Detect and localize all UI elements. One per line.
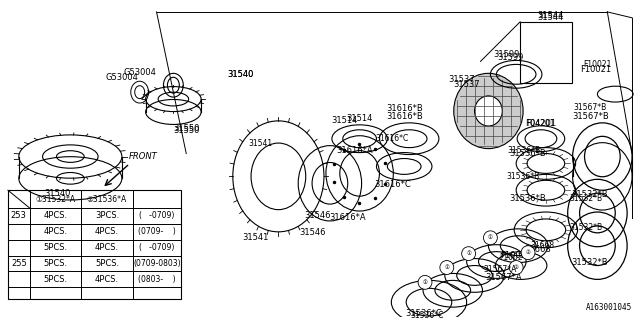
Text: F10021: F10021: [583, 60, 612, 69]
Text: 5PCS.: 5PCS.: [95, 259, 119, 268]
Text: 4PCS.: 4PCS.: [95, 227, 119, 236]
Text: 31550: 31550: [173, 126, 200, 135]
Text: 31599: 31599: [493, 50, 520, 59]
Text: 31544: 31544: [538, 11, 564, 20]
Text: 31567*B: 31567*B: [572, 112, 609, 121]
Text: 31544: 31544: [538, 13, 564, 22]
Text: 4PCS.: 4PCS.: [44, 212, 68, 220]
Text: 4PCS.: 4PCS.: [95, 275, 119, 284]
Text: G53004: G53004: [124, 68, 156, 77]
Circle shape: [483, 231, 497, 245]
Text: 31540: 31540: [228, 70, 254, 79]
Bar: [520, 22, 572, 83]
Text: 31537: 31537: [453, 80, 480, 89]
Text: 3PCS.: 3PCS.: [95, 212, 119, 220]
Text: F04201: F04201: [527, 119, 555, 128]
Text: 31599: 31599: [497, 53, 524, 62]
Text: A163001045: A163001045: [586, 303, 632, 312]
Circle shape: [461, 247, 476, 260]
Text: 31668: 31668: [525, 245, 551, 254]
Text: 31540: 31540: [44, 189, 70, 198]
Circle shape: [521, 246, 535, 260]
Text: ①: ①: [444, 265, 449, 270]
Text: 31546: 31546: [305, 212, 332, 220]
Text: 31567*A: 31567*A: [484, 265, 517, 274]
Text: ②: ②: [525, 250, 531, 255]
Ellipse shape: [474, 96, 502, 126]
Text: 31532*B: 31532*B: [571, 258, 608, 267]
Text: ①: ①: [466, 251, 471, 256]
Text: 31536*C: 31536*C: [410, 310, 444, 320]
Text: 31536*B: 31536*B: [509, 194, 547, 203]
Ellipse shape: [454, 73, 523, 148]
Text: 31532*B: 31532*B: [569, 194, 602, 203]
Text: (   -0709): ( -0709): [140, 212, 175, 220]
Text: 31668: 31668: [531, 241, 555, 250]
Text: 31536*B: 31536*B: [509, 149, 547, 158]
Text: 31536*B: 31536*B: [508, 146, 541, 155]
Text: 31616*B: 31616*B: [386, 112, 422, 121]
Text: (0709-0803): (0709-0803): [133, 259, 181, 268]
Text: ①: ①: [488, 235, 493, 240]
Text: 255: 255: [11, 259, 27, 268]
Text: 31616*C: 31616*C: [376, 134, 409, 143]
Text: ①: ①: [422, 280, 428, 285]
Text: 31540: 31540: [228, 70, 254, 79]
Text: 31541: 31541: [243, 233, 269, 242]
Text: F1002: F1002: [500, 251, 526, 260]
Circle shape: [440, 260, 454, 275]
Text: 31550: 31550: [173, 124, 200, 133]
Text: F10021: F10021: [580, 65, 611, 74]
Text: 31567*B: 31567*B: [574, 102, 607, 111]
Text: 253: 253: [11, 212, 27, 220]
Circle shape: [509, 260, 523, 275]
Text: (0709-    ): (0709- ): [138, 227, 176, 236]
Text: 31616*C: 31616*C: [374, 180, 411, 189]
Text: G53004: G53004: [106, 73, 138, 82]
Text: ②31536*A: ②31536*A: [87, 195, 127, 204]
Text: 31567*A: 31567*A: [485, 273, 522, 282]
Text: 4PCS.: 4PCS.: [44, 227, 68, 236]
Text: 5PCS.: 5PCS.: [44, 243, 68, 252]
Bar: [8, 190, 181, 299]
Text: 31616*B: 31616*B: [386, 105, 422, 114]
Text: 31536*C: 31536*C: [406, 308, 442, 317]
Text: 5PCS.: 5PCS.: [44, 259, 68, 268]
Text: F1002: F1002: [499, 253, 523, 262]
Text: 4PCS.: 4PCS.: [95, 243, 119, 252]
Text: 5PCS.: 5PCS.: [44, 275, 68, 284]
Text: FRONT: FRONT: [129, 151, 157, 161]
Text: ②: ②: [514, 265, 518, 270]
Text: 31536*B: 31536*B: [506, 172, 540, 181]
Text: 31532*B: 31532*B: [569, 223, 602, 232]
Text: 31616*A: 31616*A: [337, 146, 373, 155]
Text: 31546: 31546: [299, 228, 325, 237]
Text: F04201: F04201: [525, 119, 557, 128]
Text: ①31532*A: ①31532*A: [35, 195, 76, 204]
Text: (   -0709): ( -0709): [140, 243, 175, 252]
Text: 31514: 31514: [332, 116, 358, 125]
Circle shape: [418, 276, 432, 289]
Text: 31537: 31537: [449, 75, 475, 84]
Text: (0803-    ): (0803- ): [138, 275, 176, 284]
Text: 31616*A: 31616*A: [330, 213, 366, 222]
Text: 31541: 31541: [248, 139, 273, 148]
Text: 31514: 31514: [346, 114, 373, 124]
Text: 31532*B: 31532*B: [571, 190, 608, 199]
